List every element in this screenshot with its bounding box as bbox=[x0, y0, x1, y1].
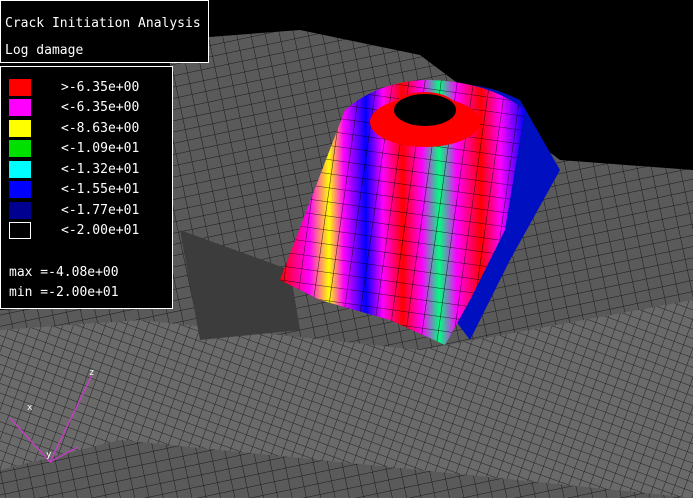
legend-entry: <-8.63e+00 bbox=[9, 118, 172, 139]
subtitle: Log damage bbox=[5, 43, 84, 58]
legend-swatch bbox=[9, 140, 31, 158]
title-panel: Crack Initiation Analysis Log damage bbox=[0, 0, 209, 63]
legend-label: <-1.77e+01 bbox=[61, 202, 140, 218]
mesh-lines bbox=[280, 80, 525, 345]
legend-swatch bbox=[9, 222, 31, 240]
legend-label: <-2.00e+01 bbox=[61, 223, 140, 239]
legend-entry: <-2.00e+01 bbox=[9, 221, 172, 242]
legend-label: <-8.63e+00 bbox=[61, 120, 140, 136]
axis-label: y bbox=[46, 450, 52, 460]
legend-stats: max =-4.08e+00 min =-2.00e+01 bbox=[9, 263, 172, 303]
axis-triad bbox=[9, 374, 93, 463]
legend-entry: <-1.77e+01 bbox=[9, 200, 172, 221]
legend-label: >-6.35e+00 bbox=[61, 79, 140, 95]
mesh-surface bbox=[0, 300, 693, 498]
legend-label: <-1.55e+01 bbox=[61, 182, 140, 198]
legend-entry: <-6.35e+00 bbox=[9, 98, 172, 119]
max-value: max =-4.08e+00 bbox=[9, 265, 119, 280]
legend-swatch bbox=[9, 119, 31, 137]
legend-swatch bbox=[9, 160, 31, 178]
legend-entry: <-1.32e+01 bbox=[9, 159, 172, 180]
legend-entry: <-1.55e+01 bbox=[9, 180, 172, 201]
legend-swatch bbox=[9, 181, 31, 199]
legend-swatch bbox=[9, 78, 31, 96]
mesh-shadow bbox=[180, 230, 300, 340]
legend-swatch bbox=[9, 99, 31, 117]
bolt-hole bbox=[392, 92, 458, 128]
legend-swatch bbox=[9, 201, 31, 219]
legend-panel: >-6.35e+00 <-6.35e+00 <-8.63e+00 <-1.09e+01… bbox=[0, 66, 173, 309]
legend-label: <-1.09e+01 bbox=[61, 141, 140, 157]
legend-rows: >-6.35e+00 <-6.35e+00 <-8.63e+00 <-1.09e+01… bbox=[9, 77, 172, 241]
legend-entry: <-1.09e+01 bbox=[9, 139, 172, 160]
legend-label: <-1.32e+01 bbox=[61, 161, 140, 177]
legend-label: <-6.35e+00 bbox=[61, 100, 140, 116]
axis-label: z bbox=[89, 368, 94, 378]
axis-label: x bbox=[27, 403, 33, 413]
legend-entry: >-6.35e+00 bbox=[9, 77, 172, 98]
title: Crack Initiation Analysis bbox=[5, 16, 201, 31]
min-value: min =-2.00e+01 bbox=[9, 285, 119, 300]
